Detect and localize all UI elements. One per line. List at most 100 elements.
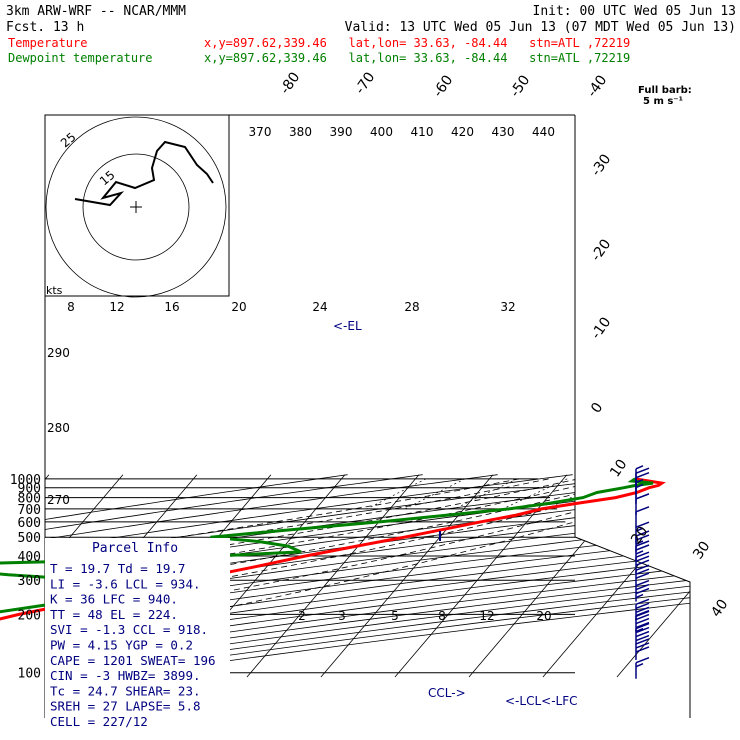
wind-barb-full xyxy=(635,521,650,528)
isotherm-label--40: -40 xyxy=(584,72,610,100)
mixing-ratio-8 xyxy=(502,478,568,510)
parcel-info-row-8: Tc = 24.7 SHEAR= 23. xyxy=(50,683,201,698)
hodo-speed-label-20: 20 xyxy=(231,300,246,314)
dry-adiabat-370 xyxy=(45,474,690,669)
parcel-info-row-10: CELL = 227/12 xyxy=(50,714,148,729)
legend-dewpoint-info: x,y=897.62,339.46 lat,lon= 33.63, -84.44… xyxy=(204,51,630,65)
parcel-info-row-5: PW = 4.15 YGP = 0.2 xyxy=(50,638,193,653)
wind-barb-half xyxy=(635,627,644,633)
dry-adiabat-260 xyxy=(45,474,423,669)
isotherm-label--70: -70 xyxy=(352,69,378,97)
wind-barb-100 xyxy=(635,657,650,679)
parcel-info-row-4: SVI = -1.3 CCL = 918. xyxy=(50,622,208,637)
wind-barb-full xyxy=(635,579,650,587)
wind-barb-full xyxy=(635,598,650,606)
lcl-lfc-annotation: <-LCL<-LFC xyxy=(505,694,578,708)
wind-barb-full xyxy=(635,657,650,664)
isotherm-label--50: -50 xyxy=(507,72,533,100)
theta-label-400: 400 xyxy=(370,125,393,139)
dry-adiabat-290 xyxy=(45,474,648,669)
parcel-info-panel: Parcel Info T = 19.7 Td = 19.7LI = -3.6 … xyxy=(45,538,230,729)
mixing-ratio-2 xyxy=(367,478,427,510)
wind-barb-full xyxy=(635,572,650,579)
wind-barb-300 xyxy=(635,564,650,587)
el-annotation: <-EL xyxy=(333,319,362,333)
wind-barb-full xyxy=(635,606,650,614)
wind-barb-full xyxy=(635,642,650,649)
mixing-ratio-label-8: 8 xyxy=(438,609,446,623)
wind-barb-full xyxy=(635,555,650,562)
theta-label-440: 440 xyxy=(532,125,555,139)
wind-barb-half xyxy=(635,593,644,599)
wind-barb-full xyxy=(635,610,650,618)
wind-barb-450 xyxy=(635,530,650,553)
theta-label-390: 390 xyxy=(330,125,353,139)
wind-barb-full xyxy=(635,544,650,551)
hodo-speed-label-32: 32 xyxy=(500,300,515,314)
pressure-label-600: 600 xyxy=(18,516,41,531)
pressure-label-900: 900 xyxy=(18,482,41,497)
theta-label-380: 380 xyxy=(289,125,312,139)
dry-adiabat-320 xyxy=(45,474,690,669)
wind-barb-800 xyxy=(635,483,644,504)
wind-barb-500 xyxy=(635,521,650,544)
wind-barb-250 xyxy=(635,579,650,602)
dewpoint-profile xyxy=(0,477,654,614)
wind-barb-full xyxy=(635,613,650,621)
legend-dewpoint-label: Dewpoint temperature xyxy=(8,51,153,65)
wind-barb-full xyxy=(635,587,650,595)
dry-adiabat-440 xyxy=(45,474,690,669)
hodograph-trace xyxy=(74,140,214,207)
wind-barb-full xyxy=(635,568,650,575)
hodo-unit-label: kts xyxy=(46,284,63,297)
legend-temperature-label: Temperature xyxy=(8,36,87,50)
pressure-label-300: 300 xyxy=(18,574,41,589)
wind-barb-full xyxy=(635,617,650,625)
parcel-info-row-6: CAPE = 1201 SWEAT= 196 xyxy=(50,653,216,668)
hodo-speed-label-12: 12 xyxy=(109,300,124,314)
parcel-info-row-0: T = 19.7 Td = 19.7 xyxy=(50,561,185,576)
mixing-ratio-label-20: 20 xyxy=(536,609,551,623)
wind-barb-full xyxy=(635,467,650,474)
wind-barb-half xyxy=(635,483,644,489)
mixing-ratio-label-12: 12 xyxy=(479,609,494,623)
wind-barb-full xyxy=(635,583,650,591)
wind-barb-half xyxy=(635,663,644,668)
dry-adiabat-280 xyxy=(45,474,573,669)
dry-adiabat-380 xyxy=(45,474,690,669)
temperature-profile xyxy=(0,477,666,621)
wind-barb-125 xyxy=(635,638,650,660)
theta-label-410: 410 xyxy=(411,125,434,139)
parcel-info-row-1: LI = -3.6 LCL = 934. xyxy=(50,576,201,591)
theta-label-370: 370 xyxy=(249,125,272,139)
isotherm-label-10: 10 xyxy=(607,457,630,481)
isotherm-label-0: 0 xyxy=(588,400,606,416)
forecast-hour: Fcst. 13 h xyxy=(6,20,84,35)
wind-barb-half xyxy=(635,527,644,532)
valid-time: Valid: 13 UTC Wed 05 Jun 13 (07 MDT Wed … xyxy=(345,20,736,35)
hodo-speed-label-24: 24 xyxy=(312,300,327,314)
isotherm-label-20: 20 xyxy=(628,524,651,548)
dry-adiabat-430 xyxy=(45,474,690,669)
isotherm-label--10: -10 xyxy=(588,314,614,342)
isotherm-label--60: -60 xyxy=(430,72,456,100)
init-time: Init: 00 UTC Wed 05 Jun 13 xyxy=(533,4,737,19)
isotherm-40 xyxy=(616,474,690,678)
dry-adiabat-400 xyxy=(45,474,690,669)
dry-adiabat-450 xyxy=(54,474,690,669)
wind-barb-full xyxy=(635,621,650,629)
hodo-ring-inner xyxy=(82,153,190,261)
isotherm-label--80: -80 xyxy=(277,69,303,97)
wind-barb-half xyxy=(635,478,644,484)
parcel-info-row-7: CIN = -3 HWBZ= 3899. xyxy=(50,668,201,683)
dry-adiabat-330 xyxy=(45,474,690,669)
wind-barb-1000 xyxy=(635,465,644,485)
isotherm-20 xyxy=(468,474,642,678)
parcel-info-row-9: SREH = 27 LAPSE= 5.8 xyxy=(50,699,201,714)
pressure-label-1000: 1000 xyxy=(10,473,41,488)
parcel-info-row-3: TT = 48 EL = 224. xyxy=(50,607,178,622)
model-title: 3km ARW-WRF -- NCAR/MMM xyxy=(6,4,186,19)
barb-legend-line1: Full barb: xyxy=(638,85,692,96)
wind-barb-full xyxy=(635,564,650,571)
